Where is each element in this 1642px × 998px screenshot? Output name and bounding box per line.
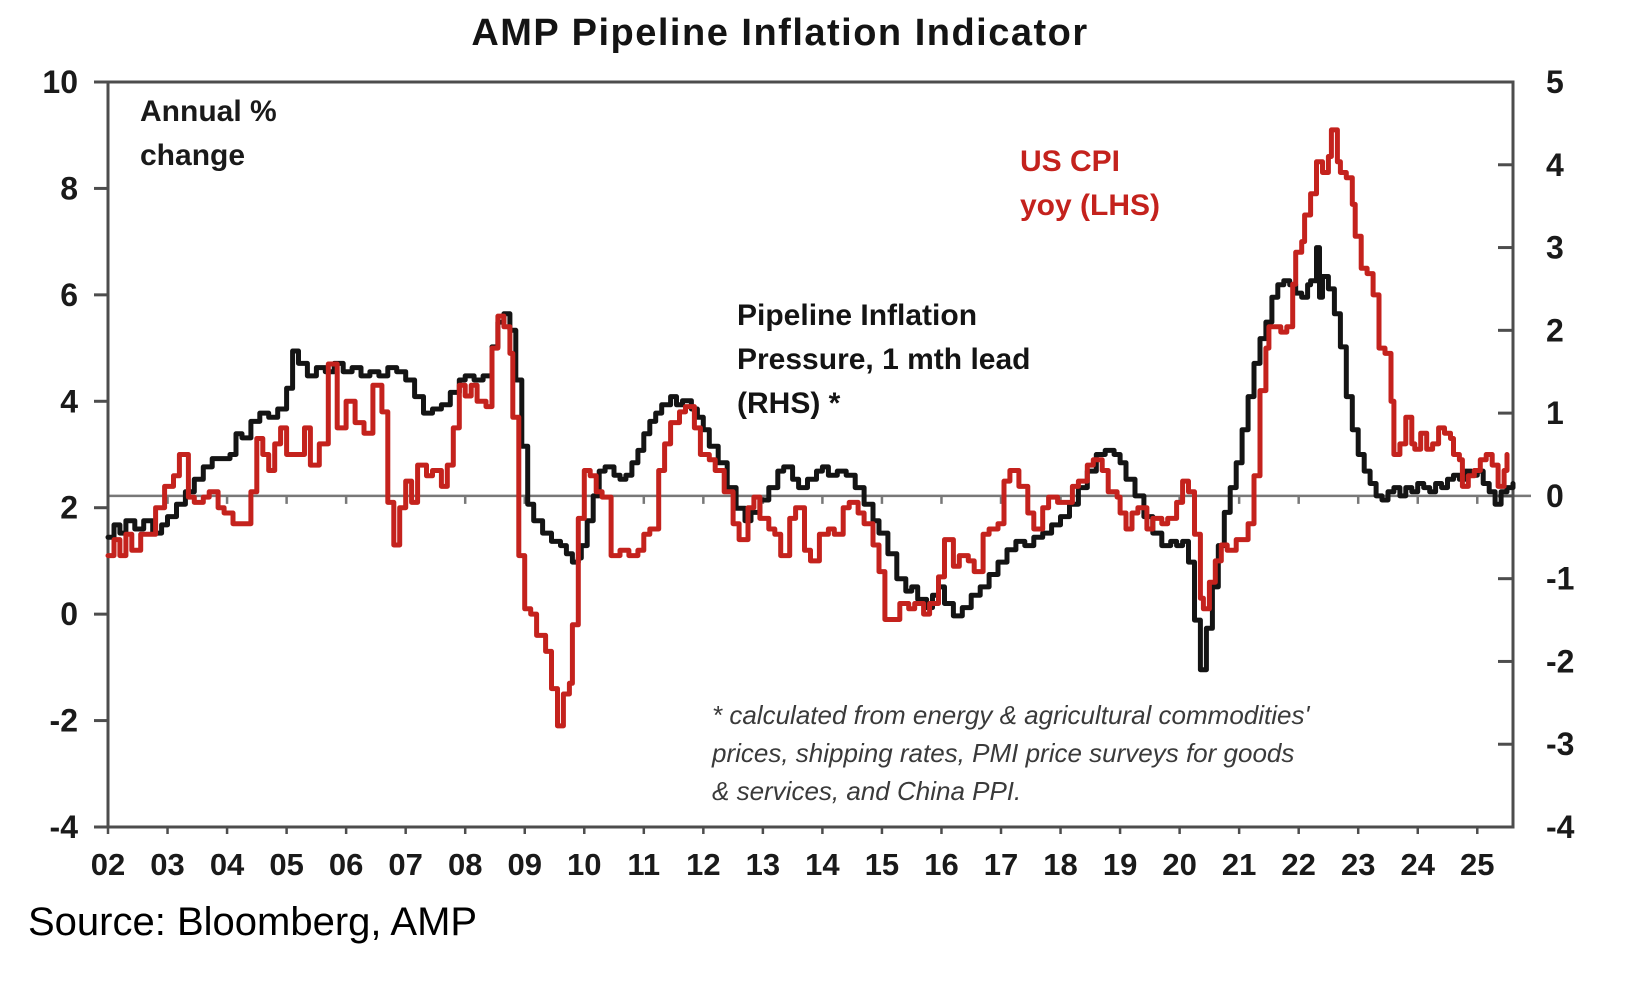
x-axis-tick-label: 03 <box>150 847 184 882</box>
legend-pipeline-line2: Pressure, 1 mth lead <box>737 343 1031 376</box>
right-axis-tick-label: 0 <box>1546 478 1564 514</box>
right-axis-tick-label: 2 <box>1546 312 1564 348</box>
left-axis-tick-label: 0 <box>60 596 78 632</box>
us-cpi-line <box>105 127 1510 729</box>
x-axis-tick-label: 02 <box>91 847 125 882</box>
x-axis-tick-label: 06 <box>329 847 363 882</box>
left-axis-tick-label: 4 <box>60 383 78 419</box>
right-axis-tick-label: 5 <box>1546 64 1564 100</box>
legend-us-cpi: US CPI yoy (LHS) <box>1020 140 1160 228</box>
right-axis-tick-label: 1 <box>1546 395 1564 431</box>
x-axis-tick-label: 24 <box>1401 847 1436 882</box>
left-axis-unit-note-line2: change <box>140 139 246 172</box>
legend-pipeline-line3: (RHS) * <box>737 387 841 420</box>
x-axis-tick-label: 25 <box>1460 847 1494 882</box>
x-axis-tick-label: 09 <box>507 847 541 882</box>
right-axis-tick-label: -1 <box>1546 561 1574 597</box>
left-axis-unit-note-line1: Annual % <box>140 95 277 128</box>
right-axis-tick-label: 3 <box>1546 230 1564 266</box>
x-axis-tick-label: 14 <box>805 847 840 882</box>
calculation-footnote-line3: & services, and China PPI. <box>712 776 1022 806</box>
x-axis-tick-label: 21 <box>1222 847 1256 882</box>
left-axis-tick-label: 2 <box>60 490 78 526</box>
right-axis-tick-label: 4 <box>1546 147 1564 183</box>
x-axis-tick-label: 23 <box>1341 847 1375 882</box>
left-axis-tick-label: 6 <box>60 277 78 313</box>
legend-pipeline-line1: Pipeline Inflation <box>737 299 978 332</box>
left-axis-unit-note: Annual % change <box>140 90 277 178</box>
pipeline-pressure-line <box>105 245 1516 673</box>
calculation-footnote: * calculated from energy & agricultural … <box>712 696 1309 810</box>
x-axis-tick-label: 12 <box>686 847 720 882</box>
x-axis-tick-label: 04 <box>210 847 245 882</box>
chart-title: AMP Pipeline Inflation Indicator <box>471 12 1089 54</box>
x-axis-tick-label: 17 <box>984 847 1018 882</box>
left-axis-tick-label: 8 <box>60 170 78 206</box>
calculation-footnote-line1: * calculated from energy & agricultural … <box>712 700 1310 730</box>
x-axis-tick-label: 15 <box>865 847 899 882</box>
x-axis-tick-label: 10 <box>567 847 601 882</box>
left-axis-tick-label: -4 <box>50 809 79 845</box>
x-axis-tick-label: 22 <box>1281 847 1315 882</box>
legend-us-cpi-line1: US CPI <box>1020 145 1121 178</box>
legend-us-cpi-line2: yoy (LHS) <box>1020 189 1161 222</box>
x-axis-tick-label: 05 <box>269 847 303 882</box>
legend-pipeline-pressure: Pipeline Inflation Pressure, 1 mth lead … <box>737 294 1030 426</box>
left-axis-tick-label: 10 <box>42 64 78 100</box>
source-note: Source: Bloomberg, AMP <box>28 900 478 944</box>
left-axis-tick-label: -2 <box>50 703 78 739</box>
x-axis-tick-label: 16 <box>924 847 958 882</box>
x-axis-tick-label: 08 <box>448 847 482 882</box>
x-axis-tick-label: 19 <box>1103 847 1137 882</box>
x-axis-tick-label: 13 <box>746 847 780 882</box>
x-axis-tick-label: 18 <box>1043 847 1077 882</box>
right-axis-tick-label: -3 <box>1546 726 1574 762</box>
right-axis-tick-label: -4 <box>1546 809 1575 845</box>
x-axis-tick-label: 20 <box>1162 847 1196 882</box>
right-axis-tick-label: -2 <box>1546 643 1574 679</box>
plot-frame <box>106 80 1515 829</box>
x-axis-tick-label: 11 <box>627 847 660 882</box>
x-axis-tick-label: 07 <box>388 847 422 882</box>
calculation-footnote-line2: prices, shipping rates, PMI price survey… <box>712 738 1295 768</box>
